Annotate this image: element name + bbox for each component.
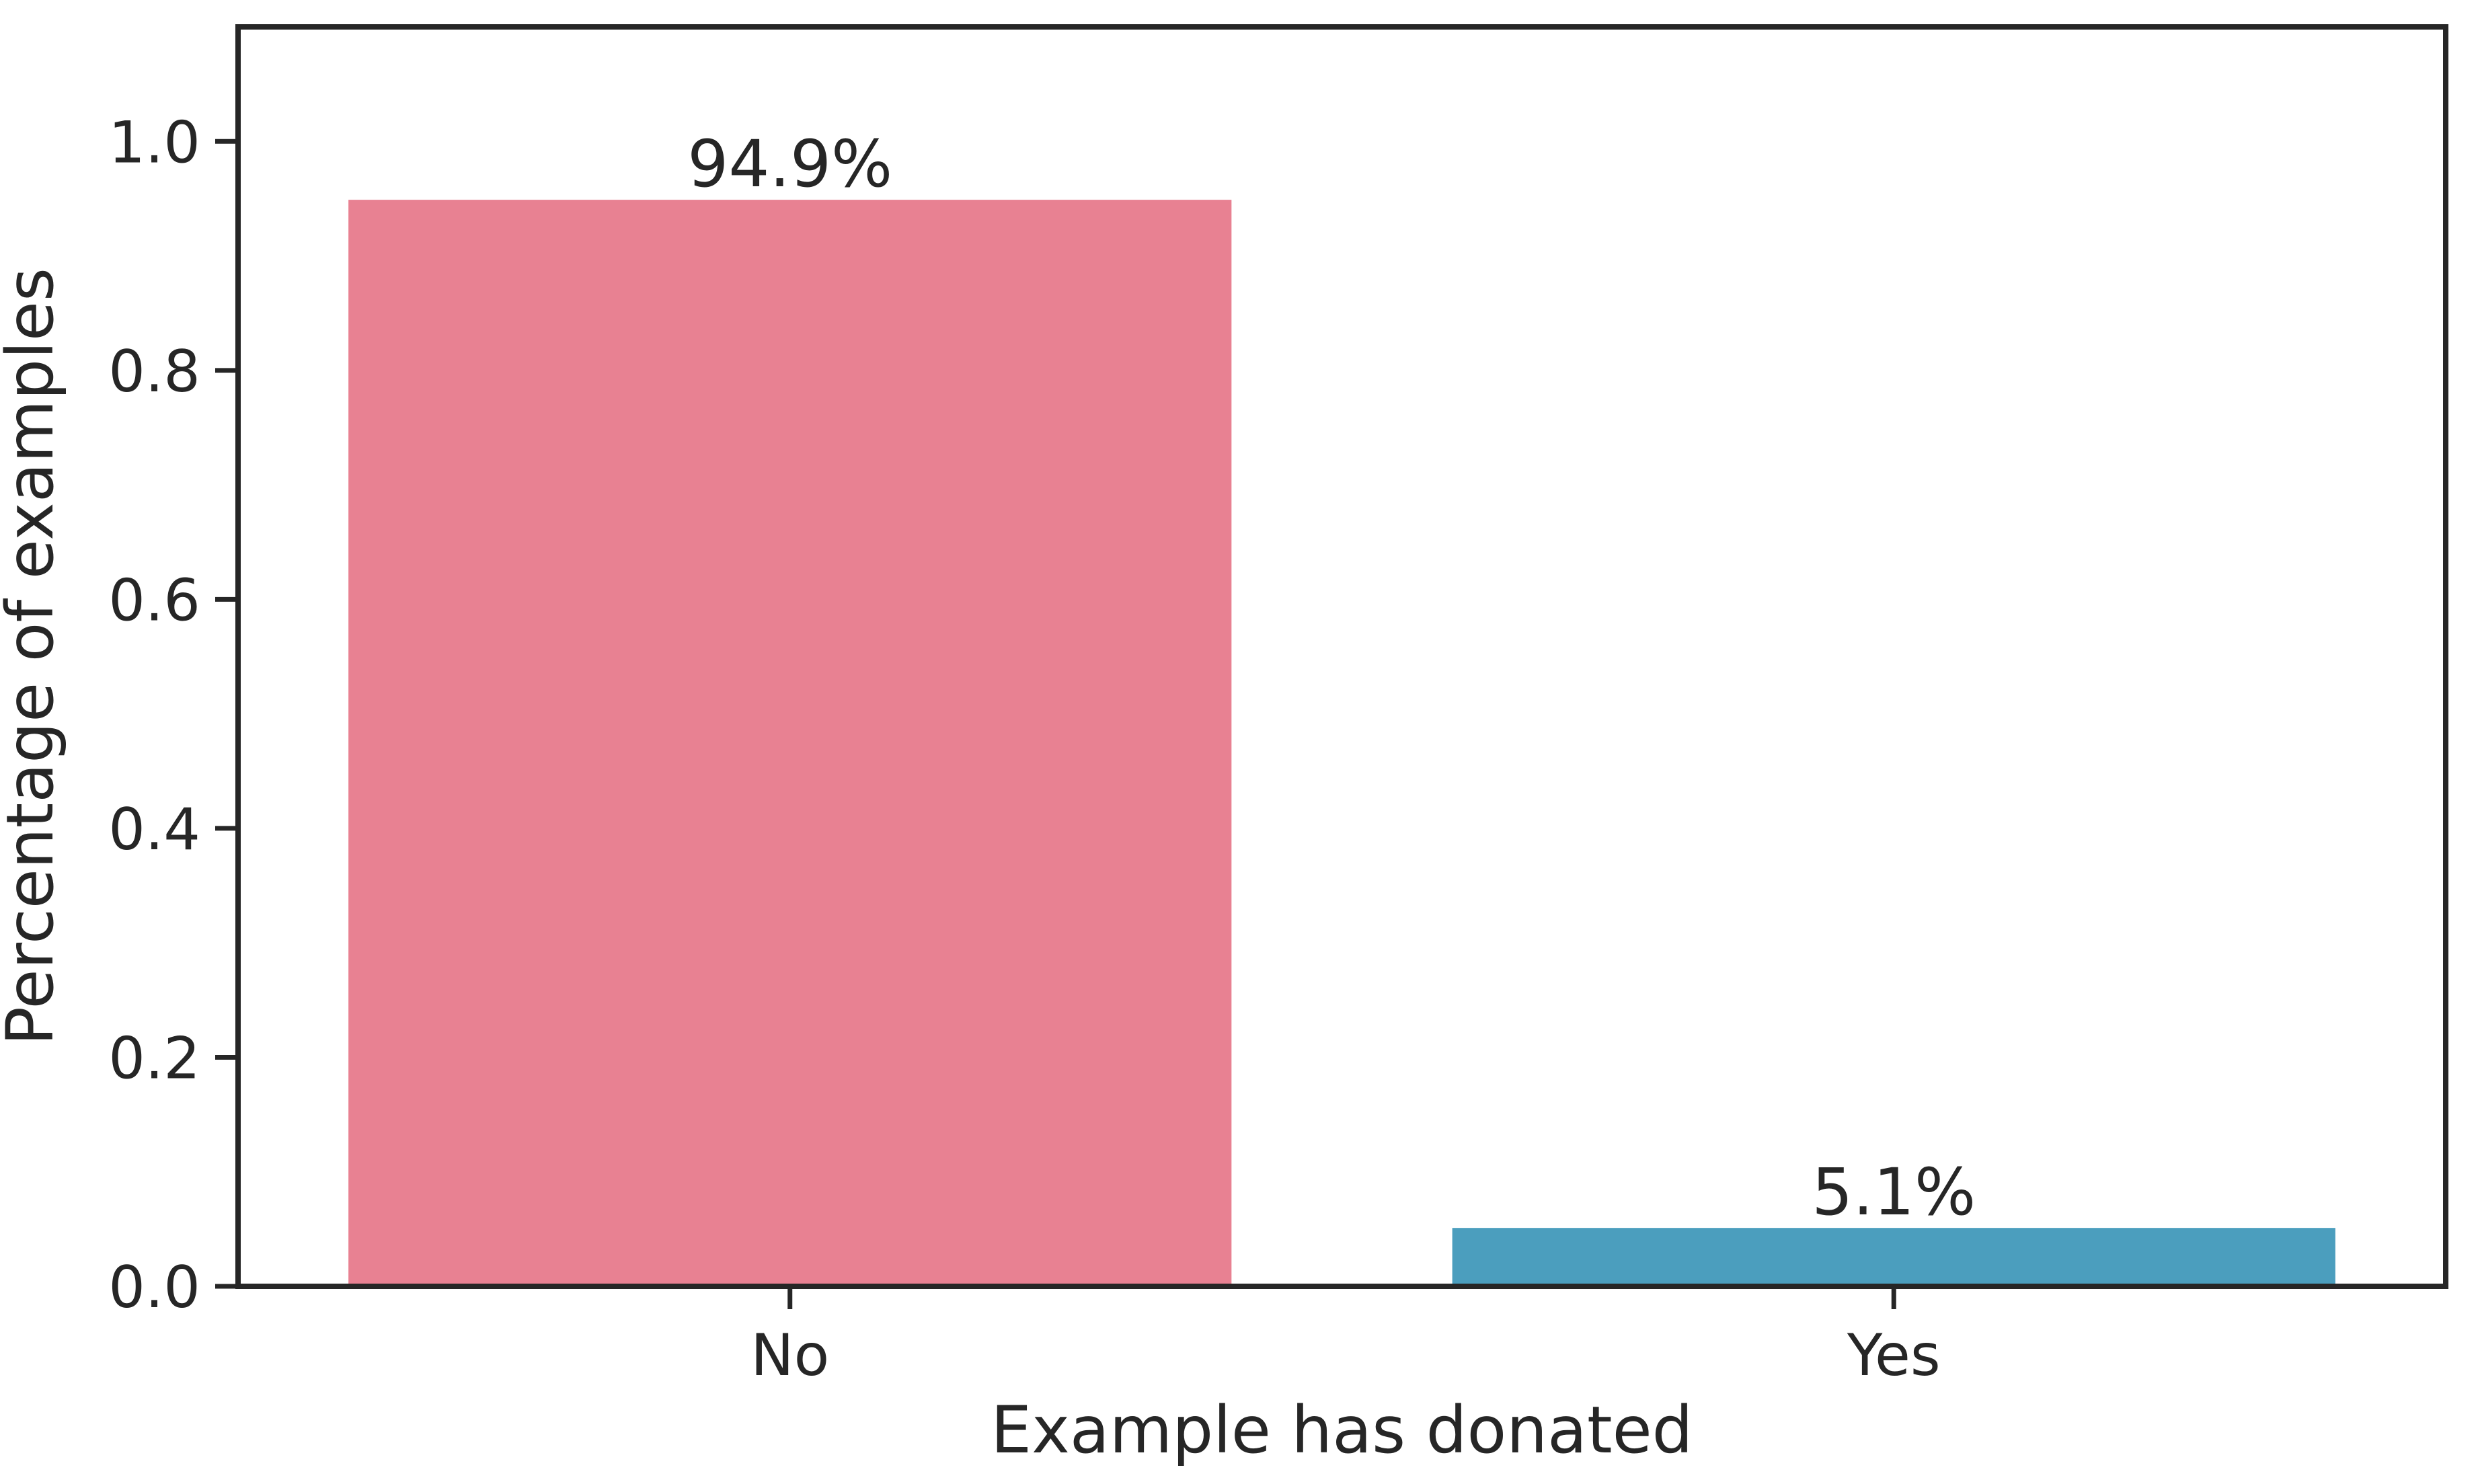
bar-yes <box>1452 1228 2335 1286</box>
y-tick-label-0: 0.0 <box>108 1254 200 1321</box>
bars-group <box>348 200 2335 1286</box>
bar-labels-group: 94.9% 5.1% <box>687 126 1976 1230</box>
y-axis-title: Percentage of examples <box>0 268 68 1046</box>
y-tick-label-4: 0.8 <box>108 338 200 405</box>
x-tick-label-yes: Yes <box>1847 1322 1941 1389</box>
bar-value-label-yes: 5.1% <box>1812 1155 1976 1230</box>
x-tick-label-no: No <box>750 1322 829 1389</box>
y-tick-label-2: 0.4 <box>108 796 200 863</box>
y-tick-label-5: 1.0 <box>108 109 200 176</box>
y-axis: 0.0 0.2 0.4 0.6 0.8 1.0 <box>108 109 238 1321</box>
bar-value-label-no: 94.9% <box>687 126 892 202</box>
y-tick-label-3: 0.6 <box>108 567 200 634</box>
x-axis: No Yes <box>750 1286 1941 1389</box>
plot-frame <box>235 24 2448 1289</box>
bar-no <box>348 200 1232 1286</box>
x-axis-title: Example has donated <box>991 1393 1693 1468</box>
y-tick-label-1: 0.2 <box>108 1025 200 1092</box>
